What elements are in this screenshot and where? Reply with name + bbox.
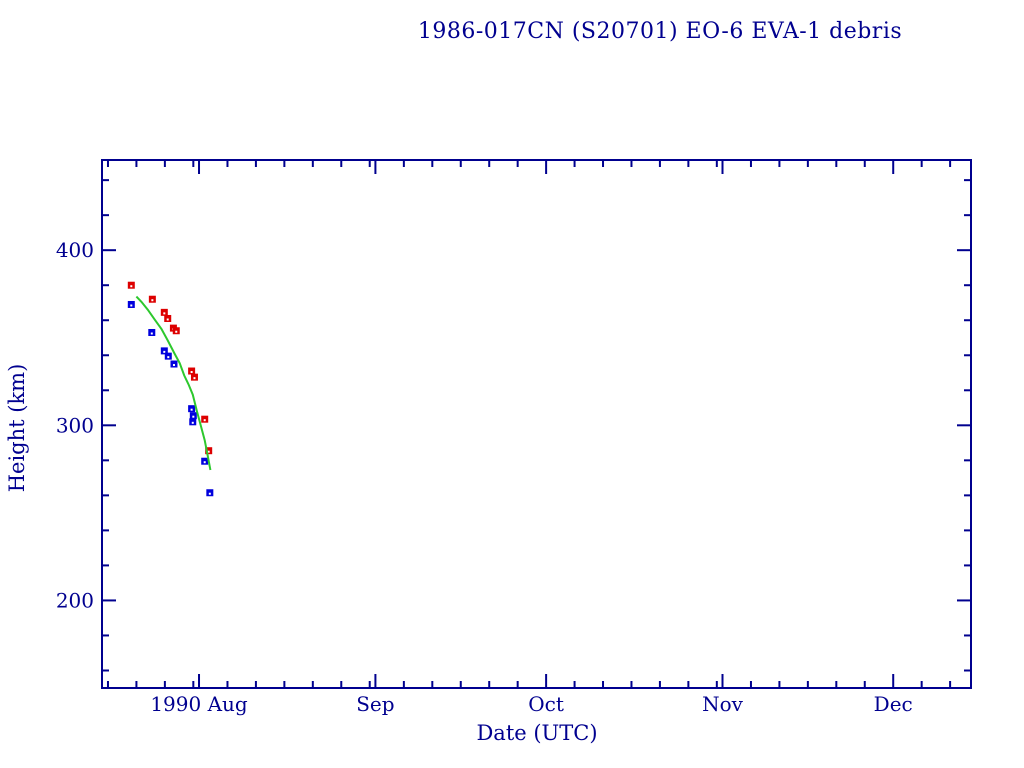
green-curve-line bbox=[135, 295, 212, 471]
data-series bbox=[127, 281, 214, 497]
blue-squares-marker-dot bbox=[130, 304, 133, 307]
blue-squares-marker-dot bbox=[192, 415, 195, 418]
red-squares-marker-dot bbox=[190, 371, 193, 374]
red-squares-marker-dot bbox=[193, 377, 196, 380]
x-axis-label: Date (UTC) bbox=[476, 721, 597, 745]
red-squares-points bbox=[127, 281, 213, 455]
red-squares-marker-dot bbox=[151, 299, 154, 302]
y-tick-label: 400 bbox=[56, 238, 94, 262]
plot-border bbox=[101, 159, 972, 689]
blue-squares-marker-dot bbox=[150, 332, 153, 335]
blue-squares-marker-dot bbox=[203, 461, 206, 464]
red-squares-marker-dot bbox=[130, 285, 133, 288]
red-squares-marker-dot bbox=[175, 330, 178, 333]
blue-squares-marker-dot bbox=[163, 350, 166, 353]
axis-ticks bbox=[102, 160, 971, 688]
blue-squares-marker-dot bbox=[190, 408, 193, 411]
blue-squares-marker-dot bbox=[167, 356, 170, 359]
red-squares-marker-dot bbox=[163, 312, 166, 315]
blue-squares-marker-dot bbox=[172, 364, 175, 367]
x-tick-label: 1990 Aug bbox=[150, 692, 248, 716]
y-tick-label: 200 bbox=[56, 588, 94, 612]
x-tick-label: Oct bbox=[528, 692, 564, 716]
x-tick-label: Sep bbox=[356, 692, 394, 716]
plot-frame bbox=[101, 159, 972, 689]
blue-squares-marker-dot bbox=[191, 421, 194, 424]
blue-squares-points bbox=[127, 300, 214, 497]
red-squares-marker-dot bbox=[203, 419, 206, 422]
x-tick-label: Nov bbox=[702, 692, 744, 716]
x-tick-label: Dec bbox=[874, 692, 913, 716]
red-squares-marker-dot bbox=[207, 450, 210, 453]
red-squares-marker-dot bbox=[166, 318, 169, 321]
y-axis-label: Height (km) bbox=[5, 364, 29, 493]
blue-squares-marker-dot bbox=[208, 492, 211, 495]
chart-title: 1986-017CN (S20701) EO-6 EVA-1 debris bbox=[418, 19, 902, 44]
tick-labels: 200 300 400 1990 Aug Sep Oct Nov Dec bbox=[56, 238, 913, 716]
y-tick-label: 300 bbox=[56, 413, 94, 437]
